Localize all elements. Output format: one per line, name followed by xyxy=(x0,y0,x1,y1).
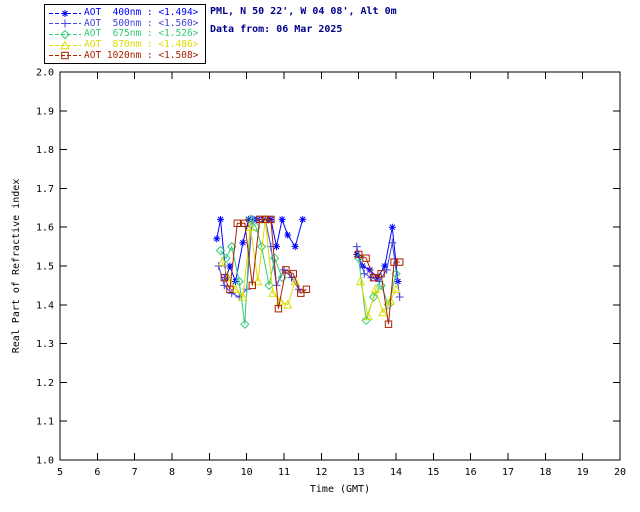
y-tick-label: 1.0 xyxy=(36,456,54,467)
x-tick-label: 7 xyxy=(132,467,138,478)
series-line-675nm xyxy=(358,258,397,321)
series-1020nm xyxy=(220,215,404,328)
y-tick-label: 1.3 xyxy=(36,339,54,350)
y-tick-label: 1.9 xyxy=(36,106,54,117)
legend-row-500nm: AOT 500nm : <1.560> xyxy=(48,17,203,30)
x-tick-label: 15 xyxy=(427,467,439,478)
x-tick-label: 19 xyxy=(577,467,589,478)
y-tick-label: 1.2 xyxy=(36,378,54,389)
y-tick-label: 1.5 xyxy=(36,262,54,273)
x-tick-label: 13 xyxy=(353,467,365,478)
series-markers-1020nm xyxy=(220,215,404,328)
series-line-1020nm xyxy=(223,218,307,309)
x-tick-label: 16 xyxy=(465,467,477,478)
y-tick-label: 1.8 xyxy=(36,145,54,156)
x-tick-label: 8 xyxy=(169,467,175,478)
legend-sample-675nm xyxy=(49,29,81,40)
plot-border xyxy=(59,71,621,461)
x-axis-ticks: 5 6 7 8 9 10 11 12 13 14 15 16 17 18 19 20 xyxy=(57,72,626,478)
legend-label-500nm: AOT 500nm : <1.560> xyxy=(84,17,199,29)
x-tick-label: 6 xyxy=(94,467,100,478)
series-markers-870nm xyxy=(217,214,401,321)
x-tick-label: 9 xyxy=(206,467,212,478)
x-tick-label: 20 xyxy=(614,467,626,478)
y-tick-label: 1.4 xyxy=(36,300,54,311)
legend-row-400nm: AOT 400nm : <1.494> xyxy=(48,8,203,19)
y-axis-title: Real Part of Refractive index xyxy=(11,179,22,354)
data-date: Data from: 06 Mar 2025 xyxy=(210,24,343,35)
x-tick-label: 5 xyxy=(57,467,63,478)
y-tick-label: 1.1 xyxy=(36,417,54,428)
legend-label-870nm: AOT 870nm : <1.486> xyxy=(84,39,199,51)
legend-row-675nm: AOT 675nm : <1.526> xyxy=(48,29,203,40)
legend-sample-400nm xyxy=(49,9,81,17)
y-axis-ticks: 1.0 1.1 1.2 1.3 1.4 1.5 1.6 1.7 1.8 1.9 2.0 xyxy=(36,68,620,467)
x-tick-label: 17 xyxy=(502,467,514,478)
station-info: PML, N 50 22', W 04 08', Alt 0m xyxy=(210,6,397,17)
legend-row-870nm: AOT 870nm : <1.486> xyxy=(48,40,203,51)
legend-sample-500nm xyxy=(49,19,81,28)
x-tick-label: 18 xyxy=(539,467,551,478)
legend-box: AOT 400nm : <1.494> AOT 500nm : <1.560> AO… xyxy=(44,4,206,64)
legend-row-1020nm: AOT 1020nm : <1.508> xyxy=(48,50,203,61)
series-line-1020nm xyxy=(358,253,400,325)
legend-label-1020nm: AOT 1020nm : <1.508> xyxy=(84,49,199,61)
x-tick-label: 11 xyxy=(278,467,290,478)
x-tick-label: 10 xyxy=(241,467,253,478)
x-tick-label: 14 xyxy=(390,467,402,478)
legend-sample-870nm xyxy=(49,40,81,49)
y-tick-label: 1.7 xyxy=(36,184,54,195)
legend-label-400nm: AOT 400nm : <1.494> xyxy=(84,7,199,19)
legend-sample-1020nm xyxy=(49,51,81,60)
y-tick-label: 2.0 xyxy=(36,68,54,79)
legend-label-675nm: AOT 675nm : <1.526> xyxy=(84,28,199,40)
x-tick-label: 12 xyxy=(315,467,327,478)
x-axis-title: Time (GMT) xyxy=(310,484,370,495)
series-870nm xyxy=(217,214,401,321)
y-tick-label: 1.6 xyxy=(36,223,54,234)
